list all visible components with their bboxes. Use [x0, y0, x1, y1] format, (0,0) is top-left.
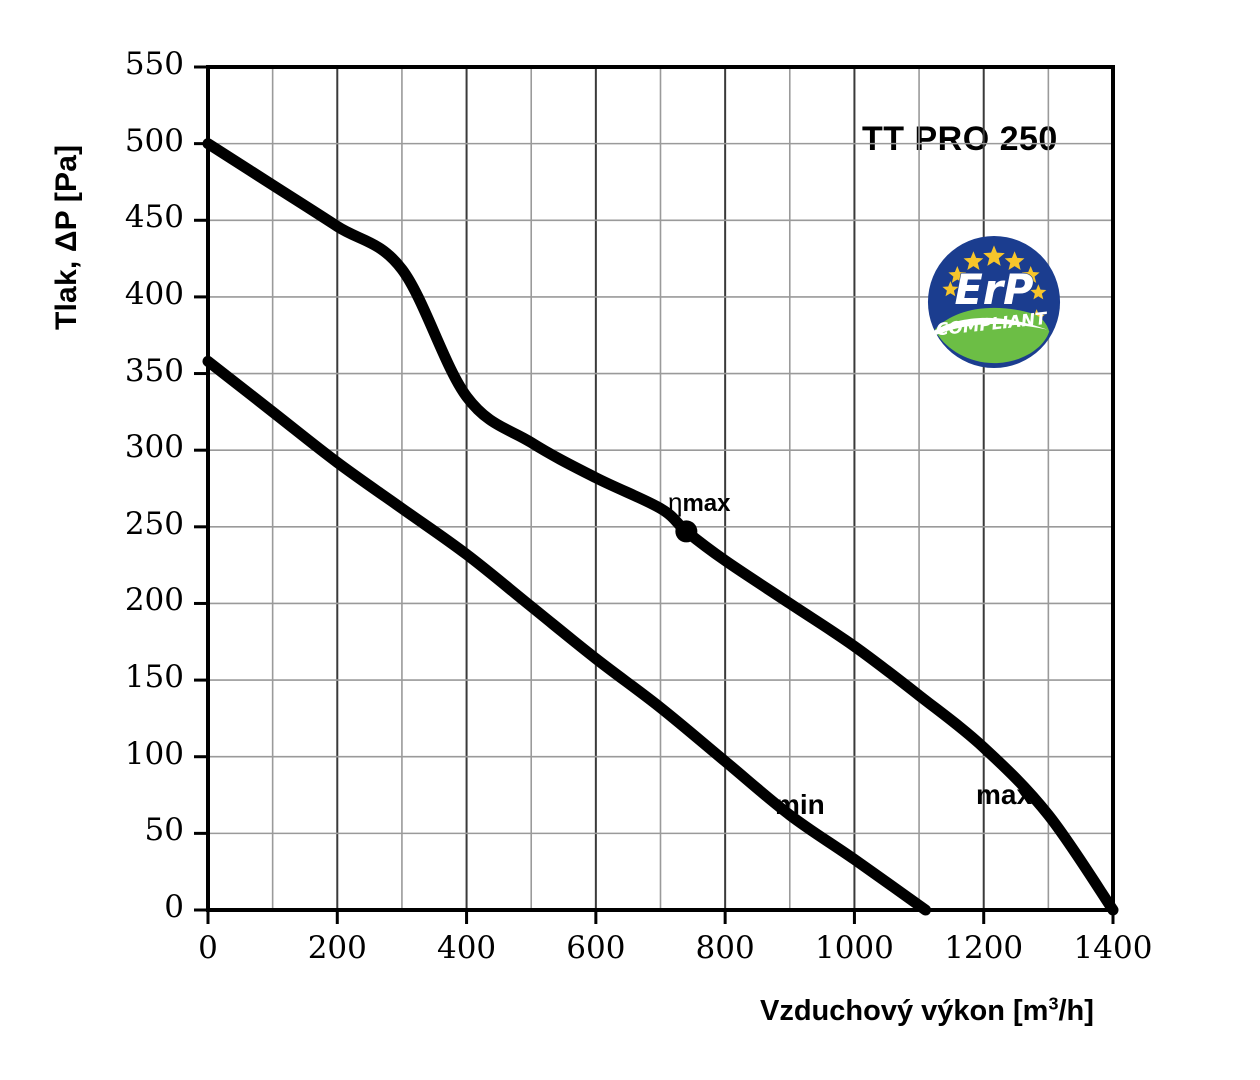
star-icon	[1030, 284, 1047, 300]
y-tick-label: 100	[124, 735, 184, 772]
leaf-stem-icon	[932, 317, 1048, 336]
star-icon	[942, 281, 959, 297]
star-icon	[963, 251, 984, 270]
x-tick-label: 1400	[1073, 930, 1153, 966]
x-axis-title-superscript: 3	[1048, 993, 1059, 1014]
star-icon	[983, 245, 1005, 266]
x-axis-title-tail: /h]	[1058, 995, 1094, 1027]
y-tick-label: 50	[144, 812, 184, 849]
eta-max-dot	[675, 520, 698, 543]
y-tick-label: 500	[124, 122, 184, 159]
series-curve-min	[202, 355, 932, 916]
x-tick-label: 800	[695, 930, 755, 966]
y-tick-label: 0	[164, 889, 184, 925]
star-icon	[948, 265, 967, 283]
y-tick-label: 550	[124, 46, 184, 82]
erp-compliant-badge: ErP COMPLIANT	[927, 235, 1061, 369]
eta-symbol: η	[668, 487, 683, 517]
y-tick-label: 300	[124, 429, 184, 466]
eta-max-marker	[675, 520, 698, 543]
erp-primary-text: ErP	[954, 266, 1033, 314]
y-tick-label: 200	[124, 582, 184, 619]
x-tick-label: 400	[436, 930, 497, 966]
eta-max-label: ηmax	[668, 487, 731, 518]
x-tick-label: 0	[198, 930, 218, 966]
eta-max-subscript: max	[682, 490, 731, 517]
x-tick-label: 1200	[944, 930, 1024, 966]
series-curve-max	[202, 138, 1119, 916]
x-tick-label: 600	[566, 930, 626, 966]
y-tick-label: 450	[124, 199, 184, 236]
series-label-max: max	[976, 779, 1033, 810]
plot-frame	[206, 65, 1115, 912]
x-tick-label: 1000	[814, 930, 894, 966]
series-label-min: min	[775, 789, 825, 820]
series-curves	[202, 138, 1119, 916]
y-tick-label: 150	[124, 659, 184, 696]
star-icon	[1021, 265, 1040, 283]
star-icon	[1004, 251, 1025, 270]
x-axis-title: Vzduchový výkon [m3/h]	[760, 993, 1094, 1028]
x-axis-title-main: Vzduchový výkon [m	[760, 995, 1049, 1027]
x-tick-label: 200	[307, 930, 367, 966]
vertical-gridlines	[271, 67, 1050, 910]
axis-tick-marks	[194, 65, 1115, 924]
chart-title: TT PRO 250	[862, 120, 1058, 158]
y-tick-label: 400	[124, 275, 184, 312]
y-tick-label: 250	[124, 505, 184, 542]
y-tick-label: 350	[124, 352, 184, 389]
